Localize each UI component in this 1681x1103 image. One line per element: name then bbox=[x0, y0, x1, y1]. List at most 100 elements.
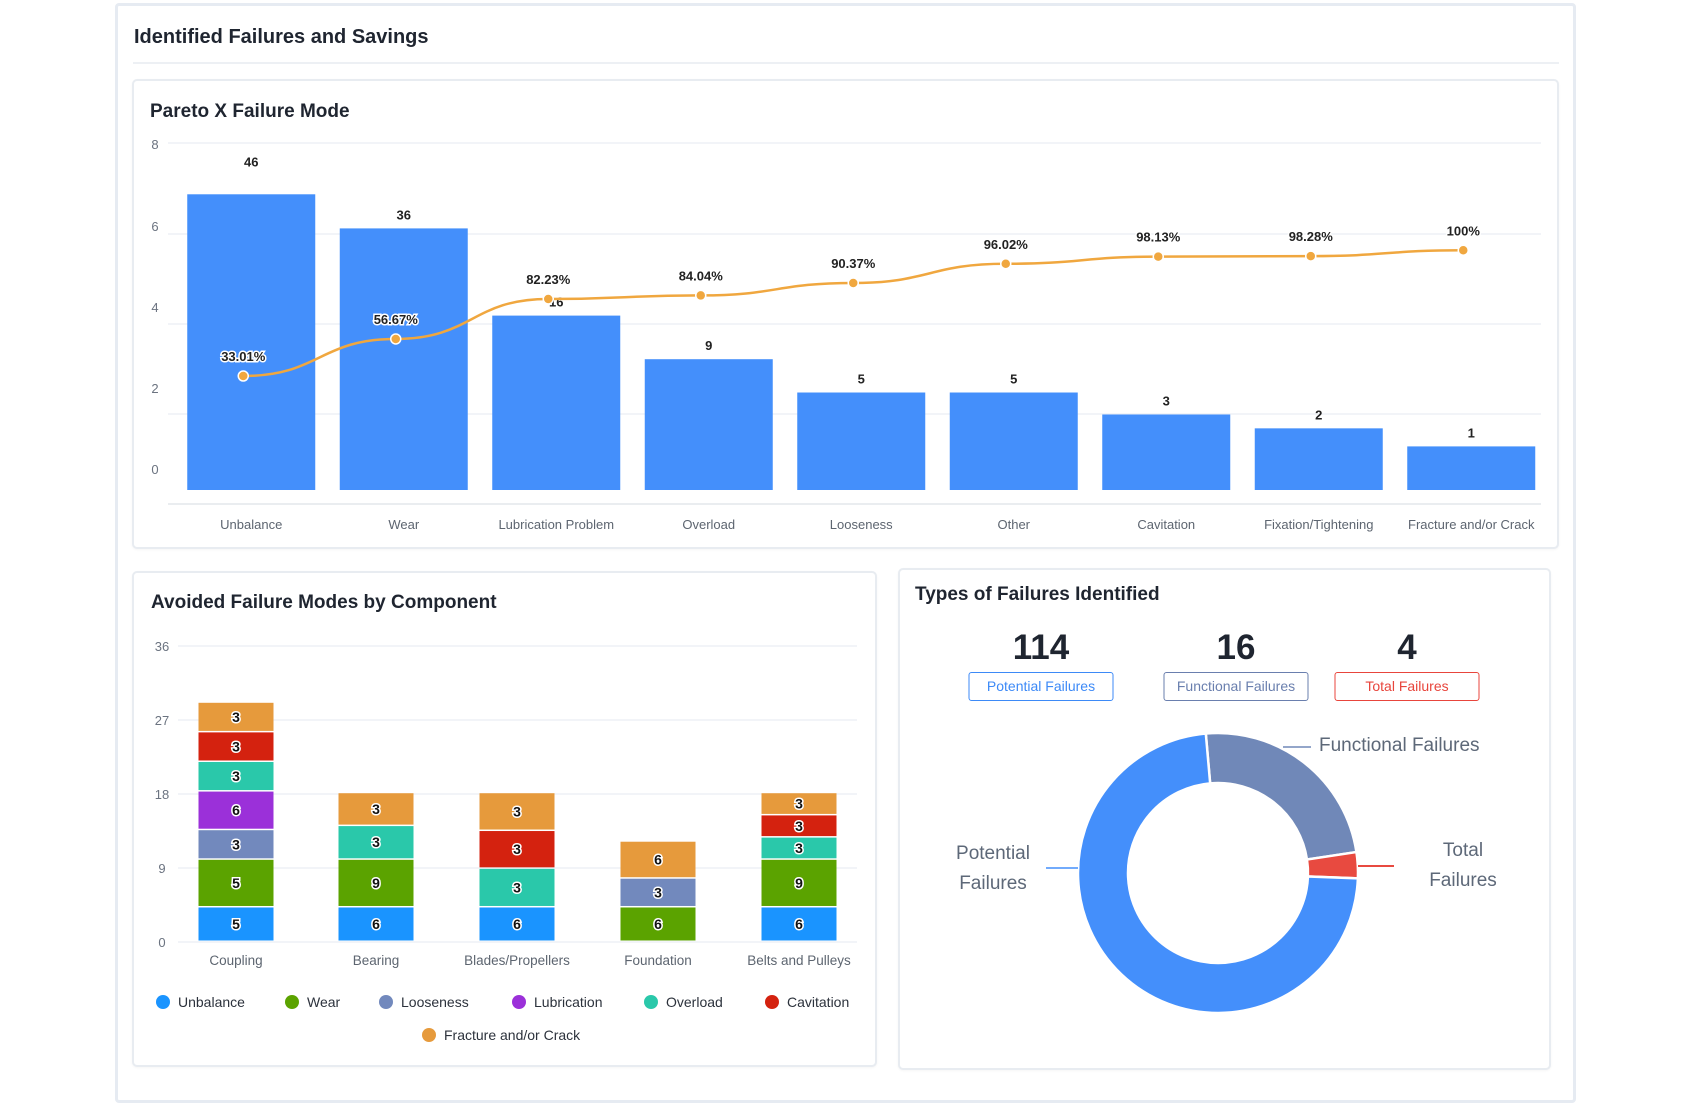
pareto-bar bbox=[644, 359, 773, 490]
cumulative-label: 82.23% bbox=[526, 272, 571, 287]
donut-label-total-line1: Total bbox=[1442, 840, 1484, 861]
x-tick-label: Blades/Propellers bbox=[464, 953, 570, 968]
segment-label: 3 bbox=[654, 884, 662, 900]
x-tick-label: Coupling bbox=[209, 953, 262, 968]
legend-label: Fracture and/or Crack bbox=[444, 1027, 581, 1043]
stacked-segment bbox=[620, 841, 696, 878]
stacked-segment bbox=[620, 907, 696, 941]
stacked-segment bbox=[620, 878, 696, 906]
stacked-segment bbox=[479, 907, 555, 941]
x-tick-label: Cavitation bbox=[1137, 517, 1195, 532]
legend-item-unbalance[interactable]: Unbalance bbox=[156, 994, 245, 1010]
segment-label: 6 bbox=[654, 851, 662, 867]
segment-label: 6 bbox=[795, 916, 803, 932]
segment-label: 9 bbox=[372, 875, 380, 891]
stacked-segment bbox=[338, 826, 414, 859]
segment-label: 3 bbox=[372, 834, 380, 850]
cumulative-label: 90.37% bbox=[831, 256, 876, 271]
segment-label: 3 bbox=[795, 796, 803, 812]
pareto-title: Pareto X Failure Mode bbox=[150, 101, 350, 122]
segment-label: 3 bbox=[513, 841, 521, 857]
bar-value-label: 3 bbox=[1163, 393, 1170, 408]
cumulative-point bbox=[390, 333, 402, 345]
x-tick-label: Belts and Pulleys bbox=[747, 953, 851, 968]
donut-slice-functional-failures bbox=[1204, 731, 1358, 861]
stacked-segment bbox=[761, 859, 837, 906]
segment-label: 3 bbox=[513, 803, 521, 819]
pareto-bar bbox=[492, 315, 621, 490]
x-tick-label: Looseness bbox=[830, 517, 893, 532]
segment-label: 3 bbox=[232, 738, 240, 754]
legend-dot-icon bbox=[285, 995, 299, 1009]
y-tick-label: 18 bbox=[155, 787, 169, 802]
functional-count: 16 bbox=[1216, 628, 1256, 667]
stacked-segment bbox=[761, 907, 837, 941]
y-tick-label: 0 bbox=[158, 935, 165, 950]
pareto-bar bbox=[1102, 414, 1231, 490]
legend-dot-icon bbox=[644, 995, 658, 1009]
y-tick-label: 2 bbox=[151, 381, 158, 396]
cumulative-label: 100% bbox=[1447, 223, 1481, 238]
legend-label: Lubrication bbox=[534, 994, 603, 1010]
legend-label: Cavitation bbox=[787, 994, 850, 1010]
cumulative-point bbox=[1305, 250, 1317, 262]
donut-label-potential: Potential Failures bbox=[943, 839, 1043, 899]
stacked-segment bbox=[198, 761, 274, 791]
segment-label: 3 bbox=[795, 840, 803, 856]
y-tick-label: 27 bbox=[155, 713, 169, 728]
segment-label: 9 bbox=[795, 875, 803, 891]
donut-label-potential-line2: Failures bbox=[959, 873, 1027, 894]
segment-label: 3 bbox=[513, 879, 521, 895]
stacked-segment bbox=[198, 702, 274, 731]
page-title: Identified Failures and Savings bbox=[134, 26, 429, 48]
segment-label: 3 bbox=[232, 709, 240, 725]
cumulative-point bbox=[542, 293, 554, 305]
bar-value-label: 5 bbox=[1010, 372, 1017, 387]
x-tick-label: Bearing bbox=[353, 953, 400, 968]
cumulative-point bbox=[1000, 258, 1012, 270]
legend-label: Looseness bbox=[401, 994, 469, 1010]
potential-count: 114 bbox=[1012, 628, 1070, 667]
legend-item-lubrication[interactable]: Lubrication bbox=[512, 994, 603, 1010]
cumulative-point bbox=[695, 289, 707, 302]
y-tick-label: 0 bbox=[151, 462, 158, 477]
x-tick-label: Unbalance bbox=[220, 517, 282, 532]
segment-label: 5 bbox=[232, 875, 240, 891]
segment-label: 3 bbox=[372, 801, 380, 817]
cumulative-label: 84.04% bbox=[679, 268, 724, 283]
legend-label: Unbalance bbox=[178, 994, 245, 1010]
segment-label: 5 bbox=[232, 916, 240, 932]
cumulative-label: 33.01% bbox=[221, 349, 266, 364]
cumulative-point bbox=[237, 370, 249, 382]
x-tick-label: Other bbox=[997, 517, 1030, 532]
pareto-bar bbox=[187, 194, 316, 490]
legend-item-overload[interactable]: Overload bbox=[644, 994, 723, 1010]
stacked-segment bbox=[338, 859, 414, 906]
types-title: Types of Failures Identified bbox=[915, 584, 1160, 605]
stacked-segment bbox=[761, 793, 837, 814]
bar-value-label: 9 bbox=[705, 338, 712, 353]
legend-item-cavitation[interactable]: Cavitation bbox=[765, 994, 849, 1010]
stacked-segment bbox=[761, 815, 837, 837]
legend-item-fracture-and-or-crack[interactable]: Fracture and/or Crack bbox=[422, 1027, 580, 1043]
stacked-segment bbox=[761, 837, 837, 859]
total-failures-badge[interactable]: Total Failures bbox=[1334, 672, 1480, 701]
functional-failures-badge[interactable]: Functional Failures bbox=[1163, 672, 1309, 701]
stacked-segment bbox=[198, 791, 274, 829]
cumulative-point bbox=[1457, 244, 1469, 257]
cumulative-point bbox=[1152, 250, 1164, 263]
pareto-bar bbox=[949, 392, 1078, 490]
legend-dot-icon bbox=[765, 995, 779, 1009]
legend-item-looseness[interactable]: Looseness bbox=[379, 994, 469, 1010]
stacked-segment bbox=[198, 830, 274, 859]
potential-failures-badge[interactable]: Potential Failures bbox=[968, 672, 1114, 701]
y-tick-label: 4 bbox=[151, 300, 158, 315]
legend-dot-icon bbox=[422, 1028, 436, 1042]
cumulative-label: 56.67% bbox=[374, 312, 419, 327]
stacked-segment bbox=[338, 793, 414, 825]
x-tick-label: Lubrication Problem bbox=[498, 517, 614, 532]
segment-label: 3 bbox=[232, 836, 240, 852]
legend-item-wear[interactable]: Wear bbox=[285, 994, 340, 1010]
legend-dot-icon bbox=[156, 995, 170, 1009]
